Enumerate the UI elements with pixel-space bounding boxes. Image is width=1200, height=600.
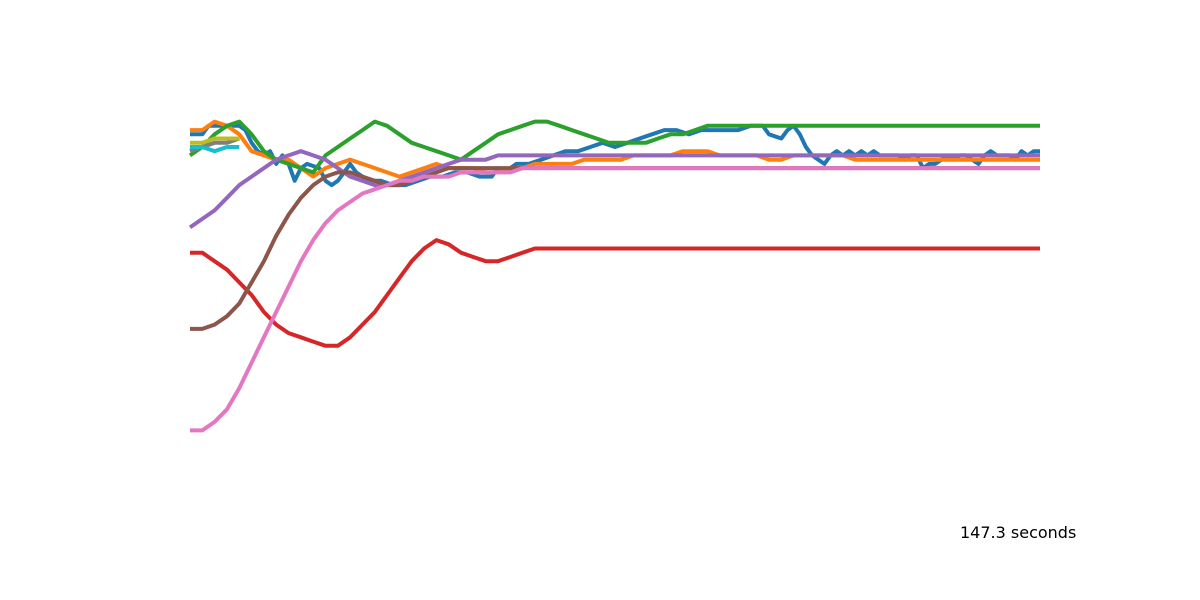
- series-line-10: [190, 145, 240, 154]
- series-line-4: [190, 238, 1040, 348]
- series-line-3: [188, 119, 1040, 175]
- series-line-9: [190, 136, 240, 145]
- series-line-5: [188, 149, 1040, 230]
- elapsed-time-annotation: 147.3 seconds: [960, 523, 1077, 542]
- series-line-7: [190, 166, 1040, 433]
- series-layer: [188, 119, 1040, 433]
